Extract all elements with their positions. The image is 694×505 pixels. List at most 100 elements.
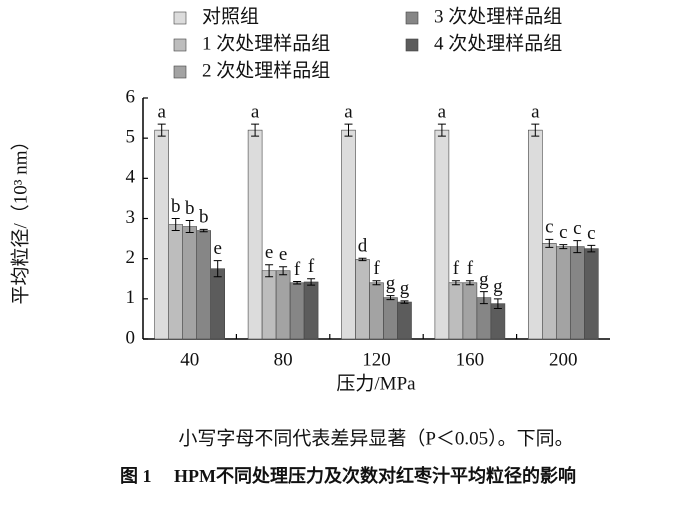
x-tick-label: 200 [549, 349, 578, 370]
bar [383, 297, 398, 340]
error-bar [479, 291, 488, 305]
significance-label: c [587, 223, 595, 244]
y-tick-label: 3 [126, 207, 136, 228]
x-tick-label: 80 [274, 349, 293, 370]
significance-label: g [493, 276, 503, 297]
x-tick-label: 160 [456, 349, 485, 370]
bar [448, 282, 464, 340]
legend-swatch [173, 65, 187, 79]
error-bar [171, 218, 180, 232]
significance-label: b [171, 196, 181, 217]
bar [275, 270, 291, 340]
significance-label: e [265, 242, 273, 263]
y-tick-label: 6 [126, 86, 136, 107]
significance-label: a [344, 101, 353, 122]
legend-label: 2 次处理样品组 [202, 59, 330, 81]
note: 小写字母不同代表差异显著（P＜0.05）。下同。 [178, 427, 573, 449]
bar [355, 259, 370, 340]
error-bar [386, 295, 395, 301]
significance-label: c [545, 217, 553, 238]
significance-label: f [294, 259, 301, 280]
y-tick-label: 0 [126, 327, 136, 348]
error-bar [358, 257, 367, 262]
significance-label: b [185, 198, 195, 219]
error-bar [251, 123, 260, 137]
error-bar [545, 238, 554, 248]
caption: 图 1 HPM不同处理压力及次数对红枣汁平均粒径的影响 [120, 465, 576, 486]
bar [462, 282, 478, 340]
bar [303, 281, 319, 340]
significance-label: g [386, 273, 396, 294]
bar [397, 301, 412, 340]
significance-label: c [573, 218, 581, 239]
legend-swatch [173, 38, 187, 52]
x-tick-label: 120 [362, 349, 391, 370]
bar [261, 270, 277, 340]
error-bar [493, 298, 502, 309]
significance-label: f [308, 256, 315, 277]
error-bar [400, 300, 409, 304]
x-axis-title: 压力/MPa [336, 372, 416, 394]
bar [196, 230, 211, 340]
bar [527, 129, 543, 340]
error-bar [199, 228, 208, 233]
significance-label: f [373, 258, 380, 279]
legend-label: 4 次处理样品组 [434, 32, 562, 54]
error-bar [279, 266, 288, 276]
legend-swatch [405, 11, 419, 25]
significance-label: e [213, 238, 221, 259]
error-bar [213, 260, 222, 278]
bar [541, 243, 557, 340]
legend-label: 对照组 [202, 5, 259, 27]
y-tick-label: 5 [126, 127, 136, 148]
significance-label: f [467, 258, 474, 279]
significance-label: b [199, 207, 209, 228]
y-tick-label: 2 [126, 247, 136, 268]
x-tick-label: 40 [180, 349, 199, 370]
bar [210, 268, 225, 340]
error-bar [265, 264, 274, 278]
significance-label: f [453, 258, 460, 279]
y-axis-title: 平均粒径/（10³ nm） [9, 131, 31, 304]
bar [247, 129, 263, 340]
bar [341, 129, 356, 340]
y-tick-label: 1 [126, 287, 136, 308]
error-bar [344, 123, 353, 137]
significance-label: a [251, 101, 260, 122]
bar [569, 246, 585, 340]
error-bar [573, 240, 582, 254]
error-bar [531, 123, 540, 137]
bar [369, 282, 384, 340]
error-bar [587, 244, 596, 253]
bar [168, 224, 183, 340]
error-bar [185, 220, 194, 234]
error-bar [437, 123, 446, 137]
significance-label: e [279, 244, 287, 265]
significance-label: d [358, 236, 368, 257]
significance-label: a [531, 101, 540, 122]
error-bar [559, 244, 568, 250]
error-bar [157, 123, 166, 137]
significance-label: g [400, 278, 410, 299]
legend-label: 3 次处理样品组 [434, 5, 562, 27]
error-bar [451, 280, 460, 286]
legend-label: 1 次处理样品组 [202, 32, 330, 54]
legend-swatch [405, 38, 419, 52]
error-bar [465, 280, 474, 286]
bar [583, 248, 599, 340]
bar [154, 129, 169, 340]
significance-label: g [479, 269, 489, 290]
significance-label: c [559, 222, 567, 243]
legend-swatch [173, 11, 187, 25]
significance-label: a [438, 101, 447, 122]
significance-label: a [157, 101, 166, 122]
error-bar [307, 278, 316, 286]
error-bar [293, 281, 302, 285]
bar [182, 226, 197, 340]
bar [434, 129, 450, 340]
y-tick-label: 4 [126, 167, 136, 188]
bar [555, 246, 571, 340]
error-bar [372, 280, 381, 286]
bar [289, 282, 305, 340]
